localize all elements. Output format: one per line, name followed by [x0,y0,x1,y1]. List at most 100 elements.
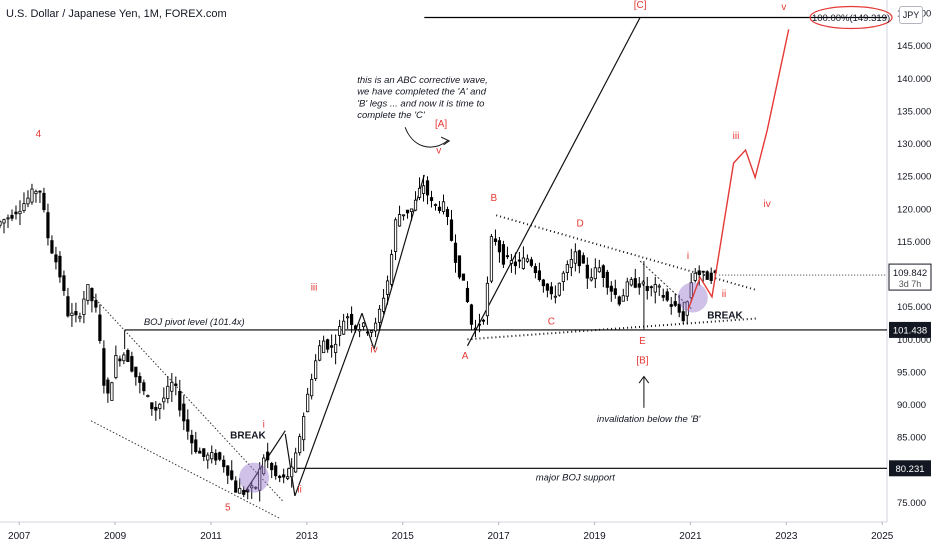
candle-body [381,297,386,312]
candle-body [581,255,585,264]
candle-body [597,267,601,273]
x-tick-label: 2019 [583,531,606,542]
candle-body [286,476,290,479]
candle-body [605,271,609,288]
annotation-text: this is an ABC corrective wave, [357,75,488,86]
candle-body [210,452,214,460]
candle-body [290,466,294,478]
candle-body [613,288,617,295]
currency-badge[interactable]: JPY [899,6,923,24]
candle-body [310,379,314,397]
candle-body [138,376,142,383]
candle-body [357,329,362,332]
candle-body [709,272,713,281]
wave-label: ii [297,485,301,496]
candle-body [373,322,378,332]
candle-body [326,339,330,350]
candle-body [222,459,226,468]
candle-body [633,278,637,288]
wave-label: iii [311,282,318,293]
wave-label: 5 [225,502,231,513]
candle-body [38,190,42,193]
candle-body [22,203,26,211]
candle-body [665,291,669,301]
candle-body [457,255,462,278]
candle-body [66,296,70,317]
price-axis-label: 101.438 [893,325,927,336]
trend-line-ii [284,433,296,496]
invalidation-arrow-head [638,375,650,384]
candle-body [26,197,30,205]
candle-body [649,286,653,289]
candle-body [106,379,110,394]
candle-body [433,204,438,206]
wave-label: A [462,351,469,362]
candle-body [441,201,446,212]
candle-body [545,283,549,291]
wave-label: i [687,251,689,262]
candle-body [453,242,458,263]
candle-body [645,285,649,292]
candle-body [150,402,154,410]
candle-body [90,287,94,302]
annotation-text: BREAK [230,430,266,441]
y-tick-label: 140.000 [897,74,931,85]
candle-body [294,452,298,473]
y-tick-label: 95.000 [897,367,926,378]
candle-body [342,320,346,335]
last-price-box [888,263,932,291]
candle-body [334,343,338,353]
annotation-text: invalidation below the 'B' [597,414,702,425]
candle-body [573,251,577,264]
candle-body [30,188,34,203]
candle-body [154,406,158,411]
candle-body [569,259,573,269]
candle-body [282,474,286,478]
candle-body [70,312,74,316]
x-tick-label: 2009 [104,531,127,542]
callout-arrow [404,127,449,148]
candle-body [513,261,518,267]
candle-body [0,221,2,226]
candle-body [194,439,198,453]
wedge-lower-line [90,420,281,520]
candle-body [449,219,454,241]
candle-body [146,395,150,398]
candle-body [657,285,661,288]
y-tick-label: 115.000 [897,237,931,248]
break-circle-2011 [239,462,270,493]
candle-body [585,264,589,279]
annotation-text: we have completed the 'A' and [357,87,487,98]
candle-body [405,209,410,214]
candle-body [401,214,406,217]
candle-body [677,303,681,313]
candle-body [238,487,242,494]
wave-label: iv [764,199,771,210]
candle-body [2,219,6,224]
candle-body [673,301,677,306]
annotation-text: 'B' legs ... and now it is time to [357,98,484,109]
wave-label: B [491,193,498,204]
candle-body [553,295,557,298]
wave-label: E [639,336,646,347]
y-tick-label: 120.000 [897,204,931,215]
x-tick-label: 2023 [775,531,798,542]
x-tick-label: 2007 [8,531,31,542]
candle-body [34,190,38,195]
candle-body [409,208,414,212]
candle-body [621,295,625,302]
candle-body [609,285,613,292]
candle-body [481,319,486,322]
candle-body [489,236,494,282]
candle-body [557,282,561,296]
candle-body [533,266,537,274]
last-price-label: 109.842 [893,268,927,279]
x-tick-label: 2017 [488,531,511,542]
candle-body [485,282,490,317]
candle-body [521,257,526,269]
wave-label: iii [733,131,740,142]
callout-arrow-head [440,136,451,146]
wave-label: [A] [435,119,447,130]
wave-label: v [781,2,786,13]
